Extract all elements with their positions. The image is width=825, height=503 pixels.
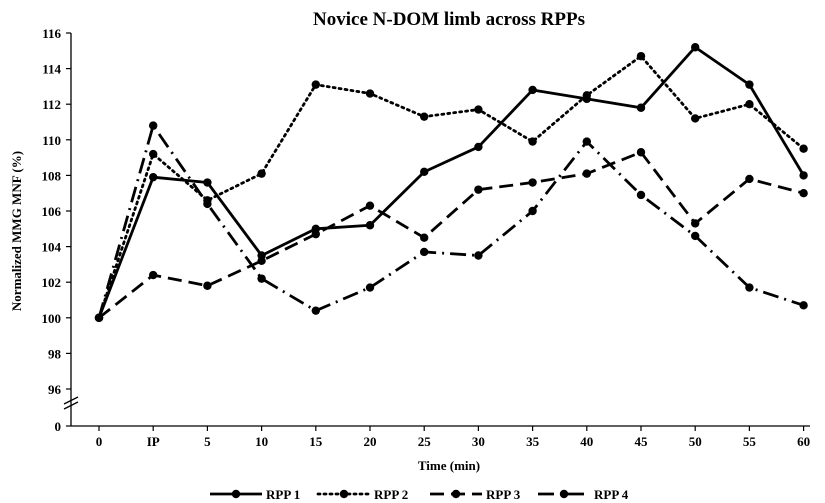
legend-label: RPP 4 [594,487,629,502]
x-tick-label: 15 [309,434,323,449]
data-point [203,178,212,187]
data-point [636,190,646,200]
y-ticks: 0 96 98 100 102 104 106 108 110 112 114 116 [42,26,71,434]
y-tick-label: 108 [42,168,62,183]
data-point [365,201,375,210]
data-point [420,167,429,177]
series-line-rpp-2 [97,54,805,320]
data-point [149,149,158,159]
data-point [745,80,754,89]
data-point [365,89,375,98]
legend-marker [339,489,349,499]
legend-label: RPP 2 [374,487,408,502]
x-ticks: 0 IP 5 10 15 20 25 30 35 40 45 50 55 60 [96,426,810,449]
y-tick-label: 96 [48,382,62,397]
data-point [203,199,212,209]
y-tick-label: 100 [42,311,62,326]
y-axis-label: Normalized MMG MNF (%) [9,151,24,311]
legend-label: RPP 3 [486,487,521,502]
data-point [799,189,808,198]
y-tick-label: 102 [42,275,62,290]
data-point [420,247,429,257]
x-tick-label: 10 [255,434,268,449]
data-point [94,313,104,322]
chart-title: Novice N-DOM limb across RPPs [313,9,585,30]
data-point [311,229,320,239]
y-tick-label: 104 [42,240,62,255]
data-point [691,219,700,228]
series-line-rpp-4 [97,124,805,319]
y-axis-break-icon [63,396,79,410]
data-point [365,283,375,292]
data-point [311,306,320,315]
data-point [636,148,646,157]
x-tick-label: 50 [689,434,702,449]
x-tick-label: IP [147,434,160,449]
data-point [474,251,483,260]
data-point [636,51,646,61]
data-point [149,121,158,130]
legend-marker [451,489,461,499]
x-axis-label: Time (min) [418,458,480,473]
data-point [582,91,591,100]
data-point [745,100,754,109]
data-point [257,169,266,178]
y-tick-label: 0 [55,419,62,434]
data-point [745,174,754,184]
data-point [257,274,266,283]
x-tick-label: 60 [797,434,810,449]
legend-label: RPP 1 [266,487,300,502]
data-point [528,178,537,187]
data-point [528,137,537,146]
legend-marker [559,489,569,499]
x-tick-label: 35 [526,434,540,449]
data-point [582,137,591,146]
x-tick-label: 20 [364,434,377,449]
data-point [528,85,537,95]
data-point [420,233,429,242]
y-tick-label: 116 [42,26,61,41]
data-point [149,270,158,280]
data-point [149,172,158,182]
data-point [420,112,429,121]
series-line-rpp-3 [98,150,804,319]
data-point [636,103,646,112]
data-point [203,281,212,290]
data-point [691,231,700,241]
data-point [311,80,320,89]
data-point [582,169,591,178]
data-point [745,283,754,292]
x-tick-label: 0 [96,434,103,449]
x-tick-label: 45 [635,434,649,449]
data-point [799,144,808,153]
y-tick-label: 114 [42,62,61,77]
x-tick-label: 30 [472,434,485,449]
x-tick-label: 5 [204,434,211,449]
x-tick-label: 40 [580,434,593,449]
y-tick-label: 106 [42,204,62,219]
data-point [799,301,808,310]
data-point [528,206,537,216]
y-tick-label: 112 [42,97,61,112]
data-point [691,114,700,123]
data-point [257,256,266,266]
legend: RPP 1 RPP 2 RPP 3 RPP 4 [210,487,629,502]
x-tick-label: 25 [418,434,432,449]
data-point [474,105,483,114]
data-point [691,43,700,52]
y-tick-label: 98 [48,346,62,361]
data-point [799,171,808,180]
legend-marker [231,489,241,499]
data-point [365,221,375,230]
data-point [474,142,483,152]
y-tick-label: 110 [42,133,61,148]
x-tick-label: 55 [743,434,757,449]
series-group [94,43,808,322]
data-point [474,185,483,194]
